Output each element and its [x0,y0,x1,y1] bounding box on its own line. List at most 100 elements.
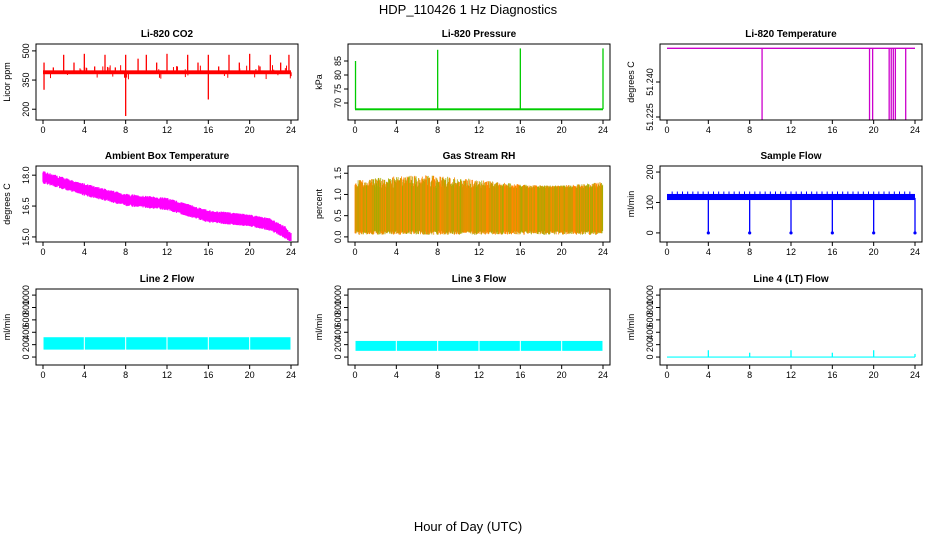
panel-ylabel: kPa [314,74,324,90]
x-tick-label: 12 [162,125,172,135]
panel-title: Gas Stream RH [443,151,516,162]
x-tick-label: 12 [162,247,172,257]
y-tick-label: 18.0 [21,166,31,184]
y-tick-label: 15.0 [21,228,31,246]
x-axis: 0 4 8 12 16 20 24 [664,242,920,257]
drop-point [789,231,793,235]
y-tick-label: 75 [333,84,343,94]
x-tick-label: 24 [910,125,920,135]
x-tick-label: 0 [40,247,45,257]
data-series [42,171,292,241]
flow-block [438,340,479,351]
x-tick-label: 8 [747,370,752,380]
x-tick-label: 20 [869,370,879,380]
x-tick-label: 4 [394,370,399,380]
x-tick-label: 16 [203,247,213,257]
x-tick-label: 16 [827,370,837,380]
x-axis: 0 4 8 12 16 20 24 [352,120,608,135]
y-tick-label: 0.5 [333,209,343,222]
drop-point [830,231,834,235]
drop-point [748,231,752,235]
panel-title: Line 3 Flow [452,274,507,285]
data-series [667,191,917,235]
x-tick-label: 16 [515,370,525,380]
y-tick-label: 51.240 [645,68,655,96]
y-tick-label: 1000 [21,285,31,305]
flow-block [396,340,438,351]
x-tick-label: 4 [394,125,399,135]
x-tick-label: 24 [598,370,608,380]
panel-ylabel: percent [314,188,324,219]
data-series [667,350,916,358]
panel-title: Li-820 Pressure [442,29,517,40]
y-tick-label: 0.0 [333,231,343,244]
x-tick-label: 4 [706,125,711,135]
x-tick-label: 16 [203,370,213,380]
flow-block [250,337,291,350]
x-tick-label: 20 [869,125,879,135]
y-tick-label: 800 [21,300,31,315]
panel-ylabel: Licor ppm [2,62,12,102]
x-tick-label: 12 [474,247,484,257]
y-tick-label: 800 [333,300,343,315]
flow-block [126,337,167,350]
x-tick-label: 16 [203,125,213,135]
x-tick-label: 20 [869,247,879,257]
x-axis: 0 4 8 12 16 20 24 [40,120,296,135]
plot-frame [659,43,923,121]
x-tick-label: 0 [40,125,45,135]
x-tick-label: 8 [435,125,440,135]
panel-8: Line 3 Flow ml/min 0 4 8 12 16 20 24 0 20040060080… [314,274,611,380]
y-axis: 51.225 51.240 [645,68,660,131]
flow-block [43,337,84,350]
x-tick-label: 20 [557,247,567,257]
x-tick-label: 12 [786,247,796,257]
y-tick-label: 100 [645,195,655,210]
data-series [354,48,604,111]
y-axis: 15.0 16.5 18.0 [21,166,36,246]
y-tick-label: 1.0 [333,188,343,201]
x-tick-label: 16 [515,247,525,257]
y-tick-label: 200 [645,165,655,180]
flow-block [520,340,562,351]
panel-9: Line 4 (LT) Flow ml/min 0 4 8 12 16 20 24 0 200400… [626,274,923,380]
y-tick-label: 600 [333,312,343,327]
y-tick-label: 400 [645,325,655,340]
x-tick-label: 8 [123,247,128,257]
y-tick-label: 200 [333,337,343,352]
x-tick-label: 4 [706,247,711,257]
x-tick-label: 24 [910,247,920,257]
flow-block [84,337,126,350]
x-tick-label: 4 [82,125,87,135]
x-tick-label: 8 [123,370,128,380]
panel-ylabel: ml/min [314,314,324,341]
x-tick-label: 16 [827,125,837,135]
flow-block [562,340,603,351]
y-tick-label: 80 [333,70,343,80]
x-tick-label: 24 [286,247,296,257]
x-tick-label: 20 [245,125,255,135]
x-axis: 0 4 8 12 16 20 24 [40,365,296,380]
x-tick-label: 24 [910,370,920,380]
y-tick-label: 600 [21,312,31,327]
flow-block [167,337,208,350]
panel-5: Gas Stream RH percent 0 4 8 12 16 20 24 0.0 0.5 1.0… [314,151,611,257]
x-tick-label: 12 [786,370,796,380]
panel-title: Li-820 Temperature [745,29,837,40]
panel-title: Sample Flow [760,151,821,162]
x-tick-label: 24 [598,125,608,135]
x-tick-label: 4 [82,370,87,380]
x-tick-label: 8 [747,247,752,257]
x-tick-label: 12 [474,370,484,380]
x-tick-label: 12 [474,125,484,135]
data-series [355,340,603,351]
panel-ylabel: ml/min [626,314,636,341]
plot-frame [35,288,299,366]
panel-ylabel: ml/min [2,314,12,341]
y-tick-label: 200 [645,337,655,352]
x-tick-label: 12 [786,125,796,135]
